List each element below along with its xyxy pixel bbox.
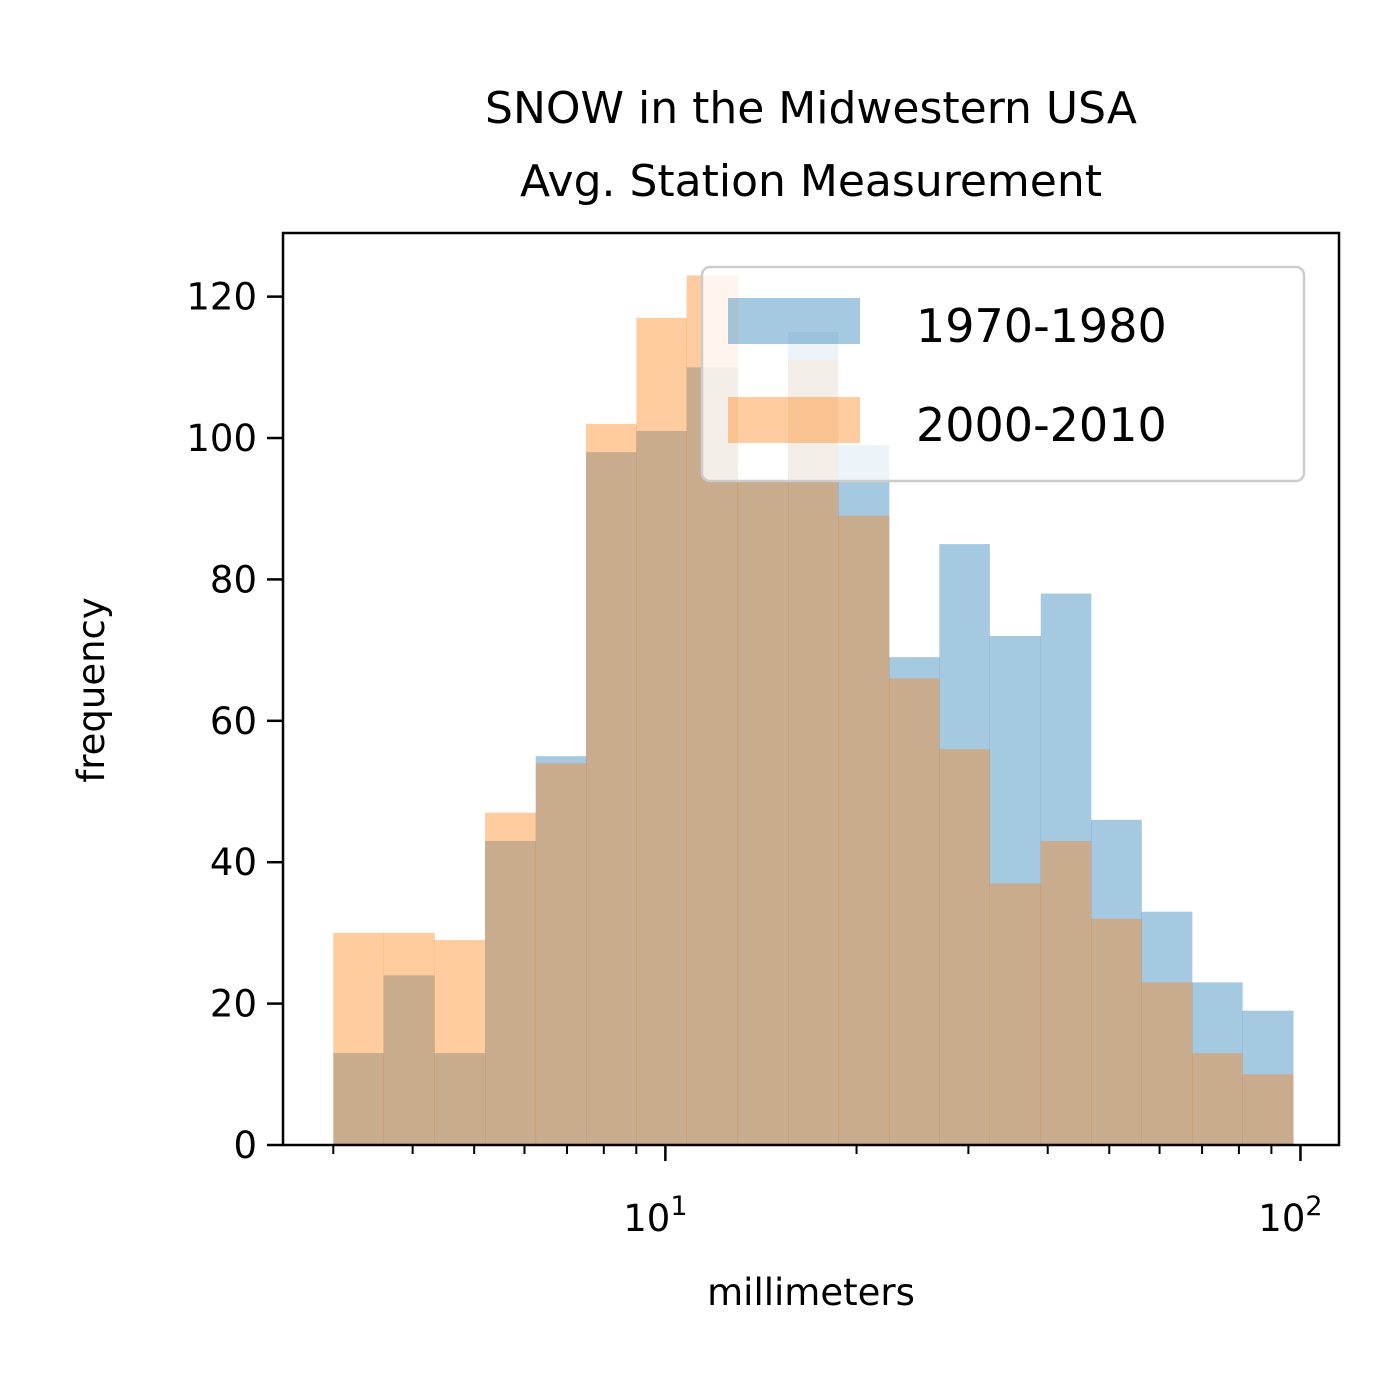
histogram-bar [989, 635, 1042, 1145]
histogram-bar [636, 430, 687, 1145]
y-tick-label: 40 [210, 841, 257, 884]
y-tick-label: 0 [233, 1124, 257, 1167]
histogram-bar [1242, 1074, 1294, 1145]
histogram-bar [1040, 593, 1092, 1145]
histogram-bar [1192, 982, 1243, 1145]
histogram-bar [686, 367, 739, 1146]
y-tick-label: 80 [210, 558, 257, 601]
histogram-bar [535, 763, 587, 1145]
y-axis-ticks: 0 20 40 60 80 100 120 [186, 276, 283, 1167]
x-tick-label: 102 [1258, 1191, 1322, 1240]
histogram-bar [484, 841, 537, 1145]
histogram-bar [1091, 819, 1142, 1145]
histogram-bar [636, 317, 687, 1145]
histogram-bar [838, 445, 890, 1145]
histogram-bar [1040, 841, 1092, 1145]
series-2000-2010-bars [333, 275, 1294, 1146]
histogram-bar [586, 423, 637, 1145]
histogram-bar [939, 544, 990, 1145]
histogram-bar [889, 657, 940, 1145]
histogram-bar [434, 939, 486, 1145]
chart-title-line-1: SNOW in the Midwestern USA [485, 83, 1137, 134]
legend-label-2000-2010: 2000-2010 [916, 398, 1167, 452]
chart-title-line-2: Avg. Station Measurement [520, 156, 1102, 207]
histogram-bar [484, 812, 537, 1145]
plot-area-frame [281, 231, 1341, 1147]
histogram-bar [737, 480, 789, 1145]
histogram-bar [586, 452, 637, 1145]
histogram-bar [535, 756, 587, 1145]
histogram-bar [383, 975, 435, 1145]
y-tick-label: 20 [210, 983, 257, 1026]
histogram-bar [989, 883, 1042, 1145]
x-axis-ticks: 101 102 [332, 1145, 1323, 1240]
histogram-bar [333, 932, 384, 1145]
histogram-bar [939, 749, 990, 1145]
y-tick-label: 100 [186, 417, 257, 460]
legend-label-1970-1980: 1970-1980 [916, 299, 1167, 353]
legend-frame [700, 265, 1306, 483]
histogram-bar [383, 932, 435, 1145]
y-axis-label: frequency [70, 597, 113, 783]
histogram-bar [434, 1053, 486, 1145]
histogram-bar [1242, 1010, 1294, 1145]
legend-swatch-2000-2010 [728, 397, 860, 443]
x-tick-label: 101 [623, 1191, 687, 1240]
y-tick-label: 60 [210, 700, 257, 743]
histogram-bar [838, 515, 890, 1145]
histogram-bar [737, 480, 789, 1145]
series-1970-1980-bars [333, 331, 1294, 1146]
histogram-bar [333, 1053, 384, 1145]
x-axis-label: millimeters [707, 1271, 915, 1314]
histogram-bar [788, 360, 839, 1145]
histogram-bar [1091, 918, 1142, 1145]
histogram-bar [1141, 982, 1193, 1145]
histogram-bar [889, 678, 940, 1145]
histogram-bar [1141, 911, 1193, 1145]
histogram-bar [1192, 1053, 1243, 1145]
legend-swatch-1970-1980 [728, 298, 860, 344]
y-tick-label: 120 [186, 276, 257, 319]
legend: 1970-1980 2000-2010 [700, 265, 1306, 483]
